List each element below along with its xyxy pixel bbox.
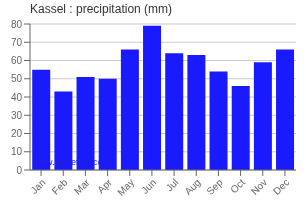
svg-text:Nov: Nov: [249, 177, 269, 197]
svg-text:Apr: Apr: [95, 176, 114, 195]
html-text:www.allmetsat.com: www.allmetsat.com: [33, 157, 110, 167]
svg-text:0: 0: [16, 165, 22, 176]
svg-text:Dec: Dec: [271, 177, 291, 197]
svg-text:Mar: Mar: [72, 176, 92, 196]
svg-text:70: 70: [11, 37, 23, 48]
svg-text:30: 30: [11, 110, 23, 121]
svg-text:May: May: [115, 177, 136, 198]
svg-text:50: 50: [11, 73, 23, 84]
svg-text:Jul: Jul: [164, 177, 181, 194]
svg-text:Aug: Aug: [182, 177, 202, 197]
svg-text:10: 10: [11, 146, 23, 157]
svg-text:40: 40: [11, 92, 23, 103]
svg-text:Oct: Oct: [228, 177, 247, 196]
svg-text:Jan: Jan: [28, 177, 47, 196]
svg-text:Jun: Jun: [139, 177, 158, 196]
svg-text:20: 20: [11, 128, 23, 139]
html-text:Kassel : precipitation (mm): Kassel : precipitation (mm): [30, 2, 172, 16]
svg-text:80: 80: [11, 19, 23, 30]
svg-text:Sep: Sep: [204, 176, 225, 197]
svg-text:60: 60: [11, 55, 23, 66]
svg-text:Feb: Feb: [50, 176, 70, 196]
